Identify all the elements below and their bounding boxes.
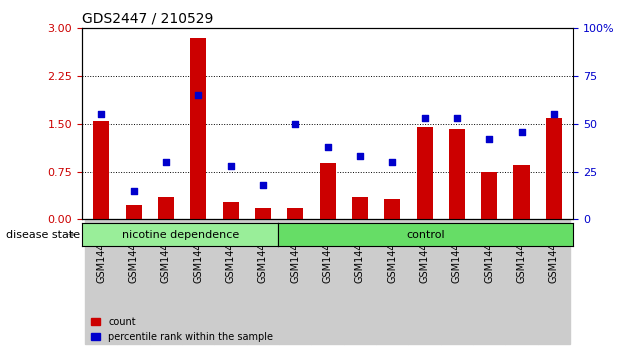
Bar [352,197,368,219]
Bar [319,164,336,219]
Bar [279,219,311,344]
Bar [513,165,530,219]
Bar [287,208,304,219]
Bar [158,197,174,219]
Bar [546,118,562,219]
Bar [449,129,465,219]
Point [226,163,236,169]
Point [193,92,203,98]
Bar [190,38,207,219]
Bar [376,219,408,344]
Bar [538,219,570,344]
Bar [481,172,497,219]
Point [517,129,527,135]
Bar [182,219,214,344]
Legend: count, percentile rank within the sample: count, percentile rank within the sample [87,313,277,346]
Point [549,112,559,117]
Point [420,115,430,121]
Point [452,115,462,121]
Text: nicotine dependence: nicotine dependence [122,229,239,240]
Bar [311,219,344,344]
Point [484,136,495,142]
Point [96,112,106,117]
Point [387,159,398,165]
Point [129,188,139,194]
Bar [93,121,110,219]
Text: GDS2447 / 210529: GDS2447 / 210529 [82,12,214,26]
Bar [255,208,271,219]
Bar [222,202,239,219]
Bar [344,219,376,344]
Text: disease state: disease state [6,229,81,240]
Bar [85,219,117,344]
Bar [408,219,441,344]
Bar [473,219,505,344]
Bar [441,219,473,344]
Point [258,182,268,188]
Bar [117,219,150,344]
Bar [505,219,538,344]
Bar [416,127,433,219]
Bar [150,219,182,344]
Point [323,144,333,150]
Bar [247,219,279,344]
Point [290,121,301,127]
Bar [214,219,247,344]
Bar [125,205,142,219]
Point [355,154,365,159]
Bar [384,199,400,219]
Text: control: control [406,229,445,240]
Point [161,159,171,165]
